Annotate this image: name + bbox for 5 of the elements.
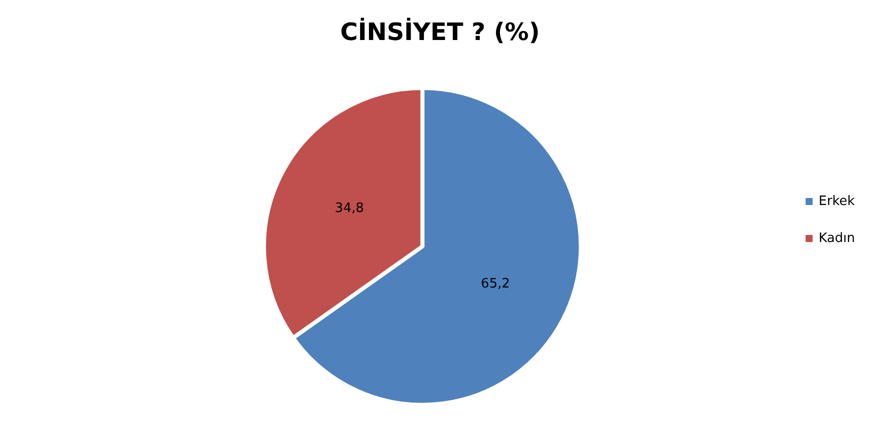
data-label: 34,8 (334, 201, 364, 216)
chart-title: CİNSİYET ? (%) (340, 17, 540, 46)
legend-label: Erkek (818, 194, 856, 209)
legend-label: Kadın (818, 231, 856, 246)
data-label: 65,2 (480, 276, 510, 292)
